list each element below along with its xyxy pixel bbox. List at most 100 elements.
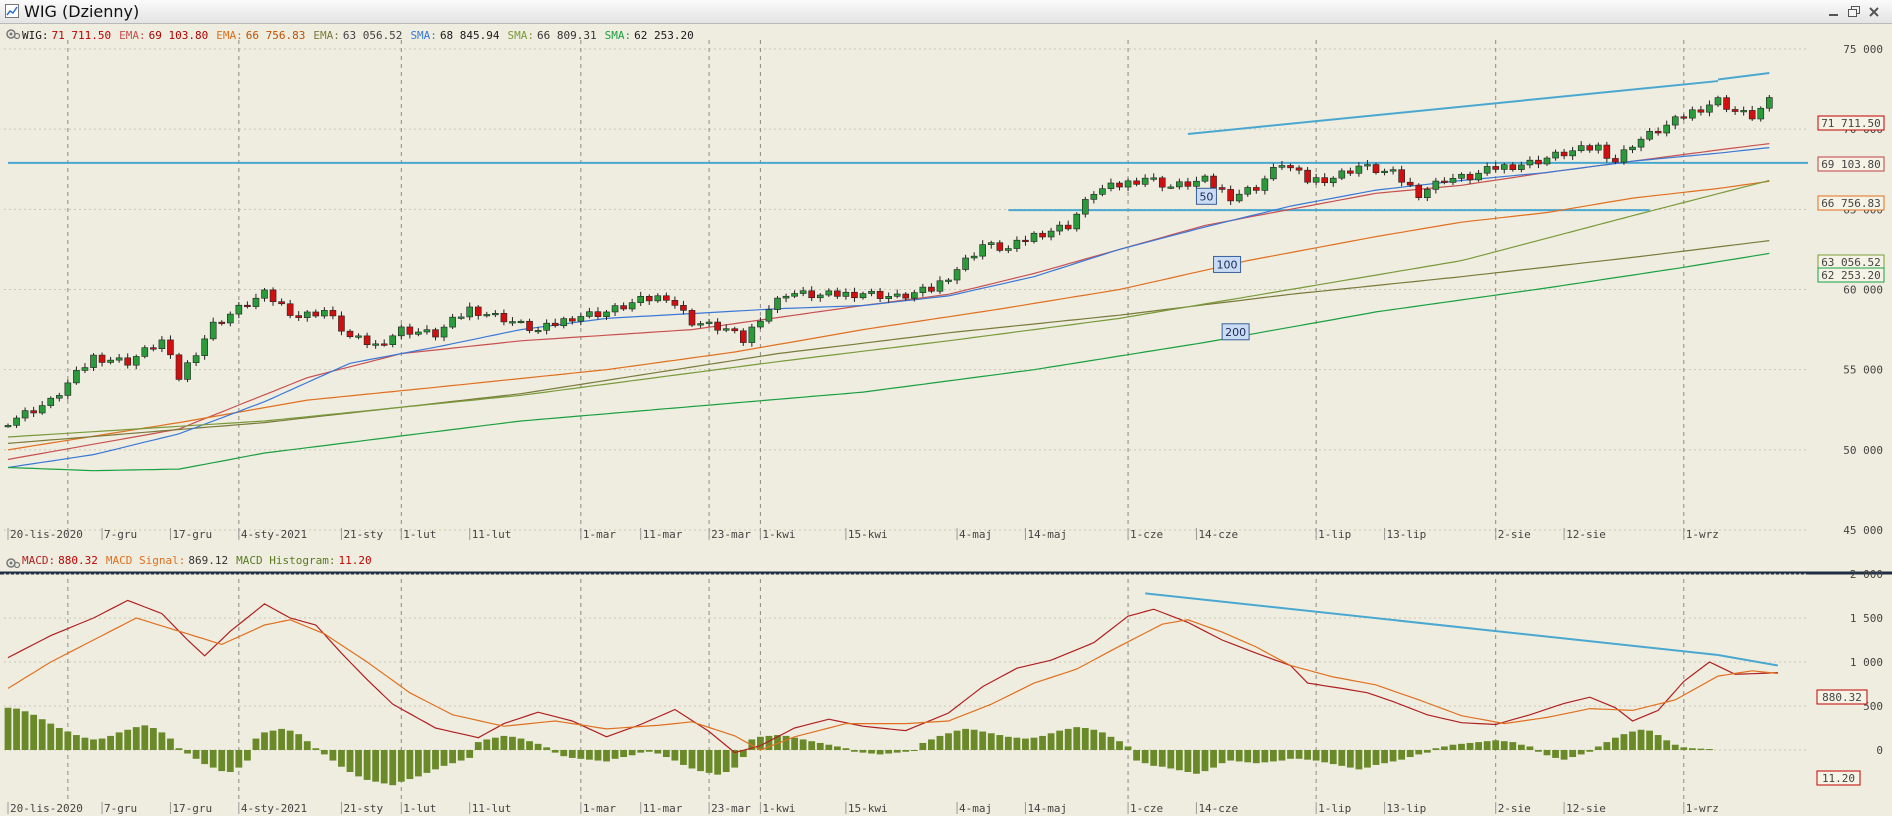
- bear-candle: [1612, 158, 1619, 163]
- minimize-icon[interactable]: [1826, 4, 1842, 20]
- histogram-bar: [1492, 740, 1500, 750]
- bear-candle: [218, 321, 226, 324]
- histogram-bar: [1398, 750, 1406, 760]
- bear-candle: [1680, 116, 1688, 119]
- histogram-bar: [1013, 737, 1021, 750]
- wig-chart[interactable]: WIG: 71 711.50 EMA: 69 103.80 EMA: 66 756.83 E…: [0, 24, 1892, 816]
- moving-average-line: [7, 180, 1770, 451]
- histogram-bar: [1022, 738, 1029, 750]
- bull-candle: [509, 321, 516, 324]
- bear-candle: [1586, 145, 1594, 151]
- bull-candle: [141, 347, 149, 357]
- histogram-bar: [739, 750, 747, 758]
- histogram-bar: [1355, 750, 1363, 770]
- bull-candle: [1389, 169, 1397, 172]
- bull-candle: [1766, 97, 1773, 109]
- legend-value: 68 845.94: [440, 29, 500, 42]
- histogram-bar: [64, 731, 72, 750]
- macd-value-tag-text: 11.20: [1822, 772, 1855, 785]
- bear-candle: [98, 354, 106, 363]
- histogram-bar: [551, 750, 559, 753]
- histogram-bar: [1312, 750, 1320, 761]
- price-tick-label: 75 000: [1843, 43, 1883, 56]
- x-tick-label: 4-maj: [959, 528, 992, 541]
- histogram-bar: [107, 735, 114, 750]
- bull-candle: [1278, 165, 1286, 168]
- histogram-bar: [876, 750, 884, 755]
- bear-candle: [1748, 110, 1756, 120]
- histogram-bar: [816, 742, 824, 750]
- x-tick-label: 1-cze: [1130, 802, 1163, 815]
- histogram-bar: [201, 750, 209, 765]
- legend-label: EMA:: [119, 29, 146, 42]
- ma-label-box: [1213, 255, 1242, 273]
- bull-candle: [586, 311, 593, 317]
- legend-label: WIG:: [22, 29, 49, 42]
- bull-candle: [107, 359, 114, 363]
- histogram-bar: [132, 727, 140, 750]
- bear-candle: [1295, 167, 1303, 171]
- bull-candle: [962, 257, 969, 270]
- histogram-bar: [466, 750, 474, 758]
- histogram-bar: [4, 707, 12, 750]
- close-icon[interactable]: [1866, 4, 1882, 20]
- bull-candle: [1714, 97, 1722, 106]
- histogram-bar: [1458, 743, 1465, 750]
- histogram-bar: [868, 750, 875, 754]
- legend-label: SMA:: [508, 29, 535, 42]
- macd-signal-line: [7, 617, 1778, 751]
- bull-candle: [534, 330, 542, 333]
- bull-candle: [1364, 164, 1371, 167]
- histogram-bar: [526, 741, 533, 750]
- histogram-bar: [269, 730, 277, 750]
- histogram-bar: [432, 750, 439, 770]
- bull-candle: [1099, 188, 1106, 195]
- bear-candle: [1133, 180, 1140, 185]
- x-tick-label: 1-lut: [403, 528, 436, 541]
- price-tick-label: 55 000: [1843, 364, 1883, 377]
- bull-candle: [1005, 248, 1012, 251]
- histogram-bar: [1509, 742, 1517, 750]
- bear-candle: [380, 343, 388, 346]
- price-value-tag-text: 66 756.83: [1821, 197, 1881, 210]
- histogram-bar: [885, 750, 893, 754]
- bear-candle: [269, 289, 277, 302]
- bull-candle: [637, 296, 645, 303]
- histogram-bar: [1629, 731, 1636, 750]
- bull-candle: [235, 304, 243, 315]
- histogram-bar: [149, 728, 157, 750]
- histogram-bar: [175, 748, 183, 750]
- price-tick-label: 45 000: [1843, 524, 1883, 537]
- bull-candle: [1056, 224, 1063, 232]
- x-tick-label: 7-gru: [104, 528, 137, 541]
- histogram-bar: [859, 750, 867, 753]
- histogram-bar: [235, 750, 243, 768]
- price-settings-icon[interactable]: [6, 29, 21, 40]
- macd-settings-icon[interactable]: [6, 558, 21, 569]
- bear-candle: [1184, 181, 1192, 187]
- legend-value: 62 253.20: [634, 29, 694, 42]
- bull-candle: [791, 293, 798, 297]
- x-tick-label: 11-lut: [472, 802, 512, 815]
- legend-value: 63 056.52: [343, 29, 403, 42]
- x-tick-label: 1-wrz: [1686, 528, 1719, 541]
- bull-candle: [1150, 177, 1157, 180]
- bull-candle: [1013, 239, 1021, 249]
- histogram-bar: [782, 735, 790, 750]
- window-titlebar[interactable]: WIG (Dzienny): [0, 0, 1892, 24]
- bull-candle: [423, 329, 431, 333]
- histogram-bar: [1261, 750, 1269, 763]
- histogram-bar: [423, 750, 431, 773]
- bull-candle: [252, 297, 260, 307]
- bear-candle: [1227, 189, 1234, 202]
- bull-candle: [13, 417, 20, 426]
- histogram-bar: [1175, 750, 1183, 771]
- bear-candle: [1535, 159, 1542, 165]
- restore-icon[interactable]: [1846, 4, 1862, 20]
- histogram-bar: [757, 736, 764, 750]
- window-title: WIG (Dzienny): [24, 2, 140, 21]
- bear-candle: [1304, 169, 1311, 183]
- bull-candle: [979, 244, 987, 257]
- histogram-bar: [346, 750, 354, 772]
- bull-candle: [1458, 173, 1465, 179]
